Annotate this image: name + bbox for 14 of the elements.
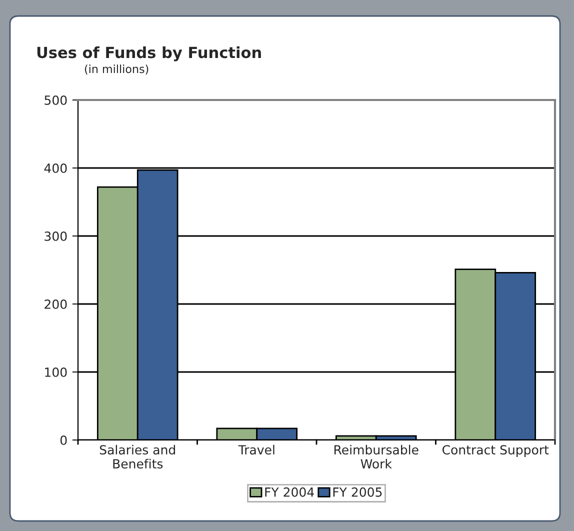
x-tick-label: Salaries and Benefits: [100, 444, 176, 469]
legend-label: FY 2004: [265, 487, 314, 497]
chart-subtitle: (in millions): [84, 64, 148, 74]
x-tick-label: Contract Support: [442, 445, 549, 457]
y-tick-label: 200: [44, 299, 67, 309]
y-tick-label: 500: [44, 95, 67, 105]
y-tick-label: 400: [44, 163, 67, 173]
x-tick-label: Travel: [238, 444, 274, 455]
chart-title: Uses of Funds by Function: [37, 46, 261, 62]
y-tick-label: 300: [44, 231, 67, 241]
y-tick-label: 100: [45, 367, 67, 377]
y-tick-label: 0: [60, 435, 67, 445]
legend-label: FY 2005: [333, 487, 382, 497]
x-tick-label: Reimbursable Work: [334, 444, 418, 469]
